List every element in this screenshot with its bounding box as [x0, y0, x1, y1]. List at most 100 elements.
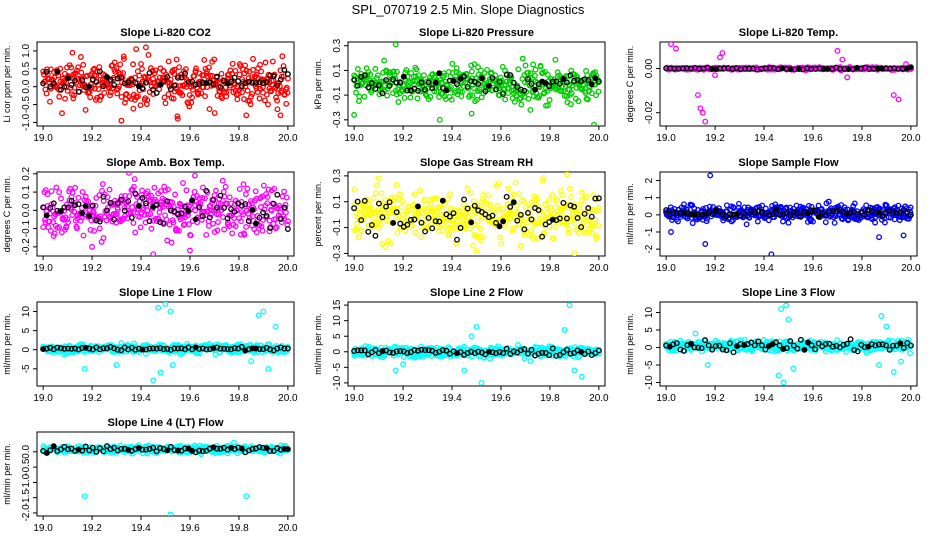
data-point — [120, 53, 127, 60]
data-point — [566, 226, 572, 233]
black-slope-point — [727, 211, 733, 218]
data-point — [680, 201, 687, 208]
data-point — [203, 231, 210, 238]
data-point — [250, 55, 256, 62]
x-tick-label: 19.6 — [180, 133, 200, 144]
black-slope-point — [797, 213, 804, 220]
black-slope-point — [454, 81, 460, 88]
data-point — [223, 93, 230, 100]
black-slope-point — [418, 79, 425, 86]
data-point — [741, 336, 748, 343]
x-tick-label: 19.0 — [656, 133, 676, 144]
black-slope-point — [815, 213, 822, 220]
black-slope-point — [567, 72, 574, 79]
data-point — [445, 225, 452, 231]
data-point — [581, 82, 587, 89]
black-slope-point — [790, 342, 797, 349]
x-tick-label: 19.0 — [33, 393, 53, 404]
data-point — [47, 98, 53, 105]
data-point — [80, 232, 87, 239]
data-point — [885, 337, 892, 344]
x-tick-label: 20.0 — [589, 133, 609, 144]
black-slope-point — [517, 86, 524, 93]
data-point — [506, 206, 513, 213]
y-tick-label: -1.5 — [21, 489, 32, 507]
data-point — [442, 218, 449, 225]
black-slope-point — [539, 233, 546, 240]
outlier-point — [375, 175, 382, 182]
data-point — [519, 55, 526, 62]
data-point — [517, 243, 524, 249]
black-slope-point — [199, 345, 206, 352]
y-tick-label: -10 — [644, 375, 655, 390]
data-point — [232, 201, 238, 208]
data-point — [138, 65, 145, 72]
black-slope-point — [673, 210, 680, 217]
black-slope-point — [386, 82, 393, 89]
point-layer — [351, 172, 603, 256]
outlier-point — [265, 365, 272, 372]
black-slope-point — [411, 216, 418, 223]
data-point — [427, 93, 434, 100]
data-point — [62, 95, 68, 102]
data-point — [264, 200, 271, 207]
black-slope-point — [79, 210, 86, 217]
data-point — [86, 89, 93, 95]
data-point — [244, 185, 251, 192]
black-slope-point — [150, 86, 157, 93]
black-slope-point — [171, 345, 178, 352]
black-slope-point — [446, 213, 453, 220]
data-point — [513, 202, 520, 209]
black-slope-point — [450, 210, 457, 217]
data-point — [87, 94, 94, 101]
black-slope-point — [139, 85, 146, 92]
data-point — [524, 69, 531, 76]
data-point — [507, 80, 514, 87]
y-tick-label: 0.0 — [21, 203, 32, 217]
data-point — [550, 235, 557, 242]
black-slope-point — [443, 347, 450, 354]
data-point — [529, 235, 536, 242]
data-point — [183, 187, 190, 194]
data-point — [67, 185, 73, 192]
x-tick-label: 19.6 — [491, 393, 511, 404]
data-point — [130, 183, 137, 190]
black-slope-point — [762, 346, 769, 353]
data-point — [82, 106, 89, 113]
data-point — [43, 90, 50, 97]
data-point — [907, 204, 914, 211]
black-slope-point — [812, 207, 819, 214]
data-point — [351, 186, 358, 193]
chart-panel-3: Slope Li-820 Temp.degrees C per min.19.0… — [625, 27, 921, 144]
black-slope-point — [528, 80, 535, 87]
y-tick-label: 0 — [21, 347, 32, 353]
black-slope-point — [178, 74, 185, 81]
black-slope-point — [118, 347, 125, 354]
outlier-point — [712, 72, 719, 79]
outlier-point — [890, 92, 897, 99]
plot-frame — [347, 301, 606, 387]
y-tick-label: 0.2 — [21, 166, 32, 180]
black-slope-point — [886, 208, 893, 215]
black-slope-point — [64, 204, 71, 211]
x-tick-label: 19.4 — [131, 523, 151, 534]
black-slope-point — [500, 350, 507, 357]
black-slope-point — [776, 342, 783, 349]
black-slope-point — [783, 209, 790, 216]
plot-frame — [659, 301, 918, 387]
data-point — [831, 219, 838, 226]
data-point — [437, 203, 444, 210]
data-point — [583, 193, 590, 200]
data-point — [689, 220, 696, 227]
black-slope-point — [489, 212, 496, 219]
data-point — [258, 68, 265, 75]
data-point — [107, 92, 113, 99]
data-point — [743, 221, 750, 228]
data-point — [544, 88, 550, 95]
data-point — [174, 113, 181, 120]
black-slope-point — [797, 336, 804, 343]
data-point — [578, 189, 585, 196]
black-slope-point — [132, 80, 139, 86]
data-point — [399, 198, 406, 204]
